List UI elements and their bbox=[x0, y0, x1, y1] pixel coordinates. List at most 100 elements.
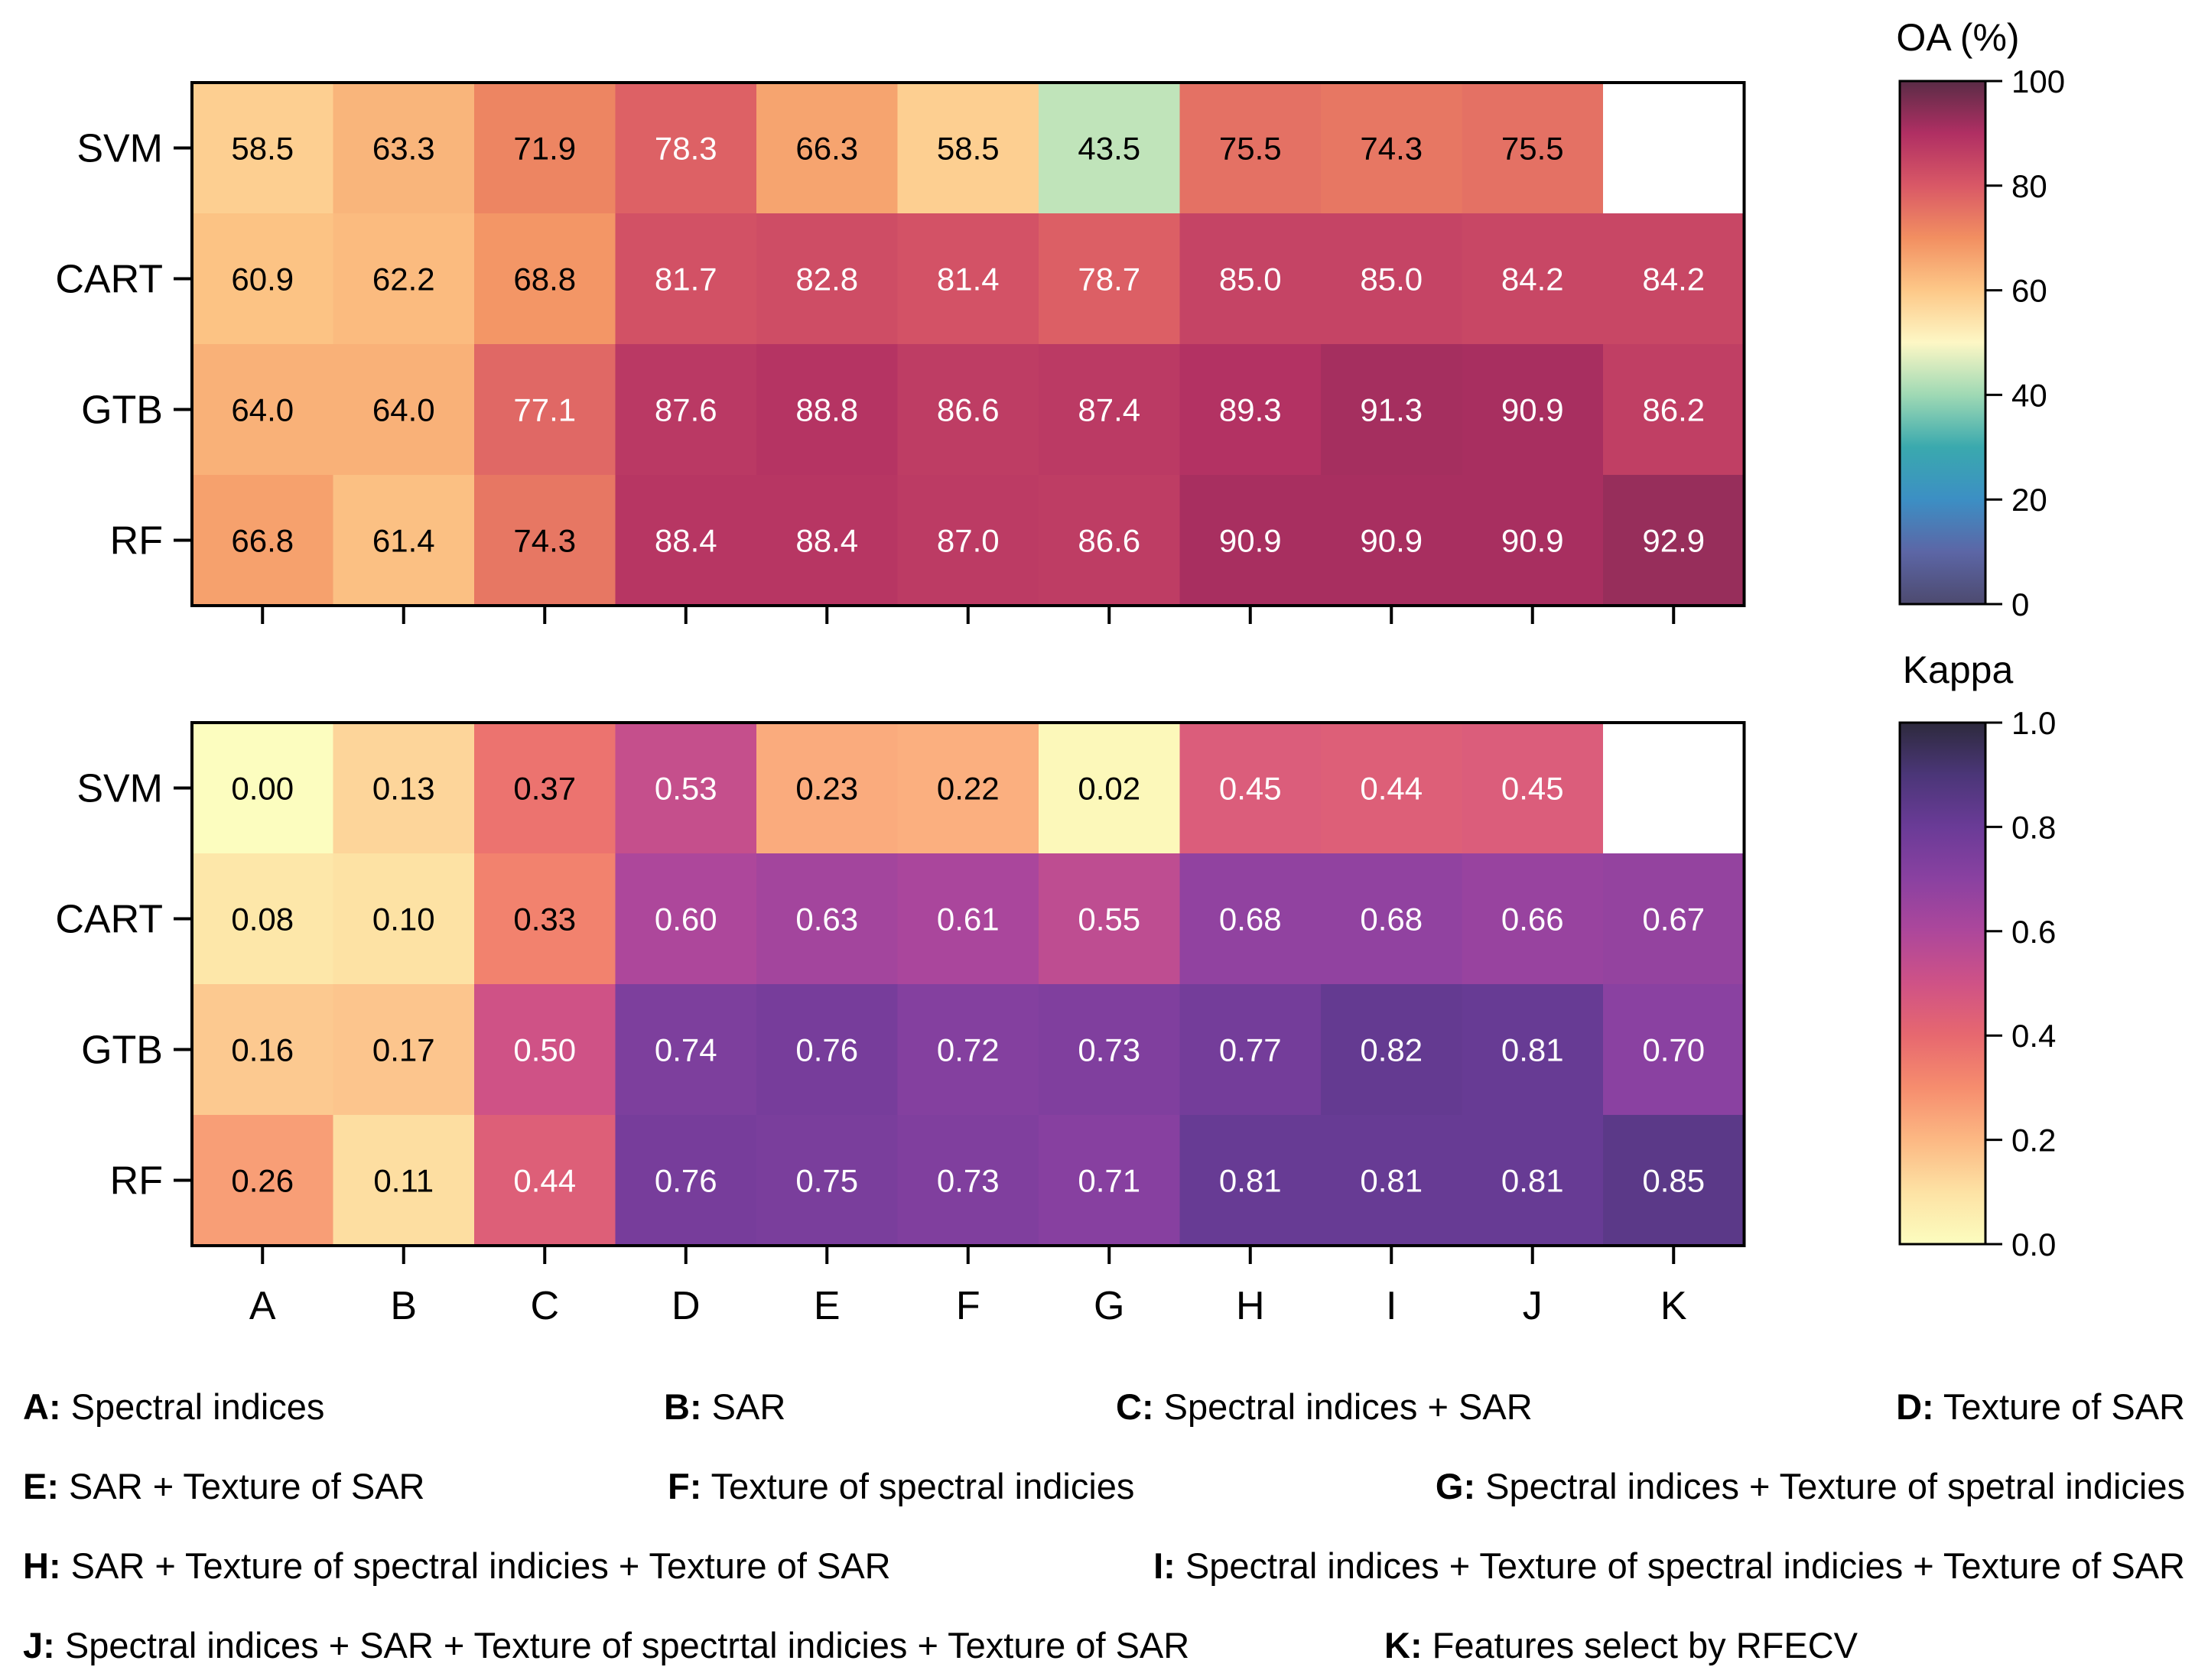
kappa-y-tick-label: GTB bbox=[81, 1028, 163, 1073]
kappa-x-tick-label: F bbox=[956, 1284, 980, 1328]
oa-value-label: 68.8 bbox=[513, 262, 576, 297]
kappa-value-label: 0.45 bbox=[1219, 771, 1282, 807]
oa-value-label: 85.0 bbox=[1219, 262, 1282, 297]
kappa-x-tick-label: I bbox=[1386, 1284, 1397, 1328]
kappa-colorbar-tick-label: 0.4 bbox=[2011, 1018, 2056, 1054]
kappa-value-label: 0.81 bbox=[1501, 1163, 1564, 1199]
oa-colorbar-tick-label: 40 bbox=[2011, 377, 2047, 413]
kappa-value-label: 0.81 bbox=[1360, 1163, 1423, 1199]
kappa-colorbar-tick-label: 0.0 bbox=[2011, 1227, 2056, 1262]
kappa-value-label: 0.55 bbox=[1078, 902, 1140, 937]
kappa-value-label: 0.17 bbox=[372, 1032, 435, 1068]
oa-value-label: 86.2 bbox=[1642, 392, 1705, 428]
kappa-value-label: 0.61 bbox=[937, 902, 1000, 937]
oa-value-label: 66.3 bbox=[795, 131, 858, 167]
kappa-colorbar bbox=[1900, 723, 1985, 1244]
kappa-x-tick-label: A bbox=[249, 1284, 276, 1328]
kappa-x-tick-label: C bbox=[530, 1284, 559, 1328]
kappa-colorbar-tick-label: 1.0 bbox=[2011, 705, 2056, 741]
kappa-value-label: 0.71 bbox=[1078, 1163, 1140, 1199]
kappa-value-label: 0.73 bbox=[937, 1163, 1000, 1199]
kappa-value-label: 0.45 bbox=[1501, 771, 1564, 807]
kappa-value-label: 0.73 bbox=[1078, 1032, 1140, 1068]
oa-value-label: 90.9 bbox=[1501, 392, 1564, 428]
oa-value-label: 78.7 bbox=[1078, 262, 1140, 297]
kappa-colorbar-title: Kappa bbox=[1903, 648, 2014, 691]
oa-value-label: 77.1 bbox=[513, 392, 576, 428]
kappa-x-tick-label: J bbox=[1523, 1284, 1543, 1328]
kappa-value-label: 0.53 bbox=[655, 771, 717, 807]
oa-value-label: 61.4 bbox=[372, 523, 435, 559]
kappa-value-label: 0.81 bbox=[1219, 1163, 1282, 1199]
oa-value-label: 74.3 bbox=[513, 523, 576, 559]
oa-colorbar bbox=[1900, 81, 1985, 604]
kappa-value-label: 0.44 bbox=[513, 1163, 576, 1199]
kappa-value-label: 0.13 bbox=[372, 771, 435, 807]
kappa-x-tick-label: K bbox=[1660, 1284, 1687, 1328]
kappa-value-label: 0.70 bbox=[1642, 1032, 1705, 1068]
oa-value-label: 85.0 bbox=[1360, 262, 1423, 297]
oa-value-label: 82.8 bbox=[795, 262, 858, 297]
kappa-value-label: 0.74 bbox=[655, 1032, 717, 1068]
kappa-x-tick-label: E bbox=[814, 1284, 841, 1328]
kappa-value-label: 0.66 bbox=[1501, 902, 1564, 937]
oa-value-label: 71.9 bbox=[513, 131, 576, 167]
oa-value-label: 75.5 bbox=[1501, 131, 1564, 167]
oa-heatmap-panel: 58.5 63.3 71.9 78.3 66.3 58.5 43.5 75.5 74.3 75.5… bbox=[55, 16, 2065, 624]
kappa-value-label: 0.76 bbox=[795, 1032, 858, 1068]
kappa-y-tick-label: RF bbox=[110, 1159, 163, 1204]
oa-value-label: 91.3 bbox=[1360, 392, 1423, 428]
oa-value-label: 89.3 bbox=[1219, 392, 1282, 428]
kappa-value-label: 0.68 bbox=[1219, 902, 1282, 937]
oa-value-label: 88.8 bbox=[795, 392, 858, 428]
kappa-heatmap-panel: 0.00 0.13 0.37 0.53 0.23 0.22 0.02 0.45 0.44 0.45… bbox=[55, 648, 2056, 1328]
kappa-value-label: 0.82 bbox=[1360, 1032, 1423, 1068]
kappa-value-label: 0.60 bbox=[655, 902, 717, 937]
kappa-value-label: 0.10 bbox=[372, 902, 435, 937]
heatmap-figure: 58.5 63.3 71.9 78.3 66.3 58.5 43.5 75.5 74.3 75.5… bbox=[0, 0, 2208, 1680]
oa-colorbar-tick-label: 20 bbox=[2011, 482, 2047, 518]
oa-value-label: 43.5 bbox=[1078, 131, 1140, 167]
oa-colorbar-tick-label: 80 bbox=[2011, 168, 2047, 204]
kappa-value-label: 0.67 bbox=[1642, 902, 1705, 937]
kappa-colorbar-tick-label: 0.6 bbox=[2011, 914, 2056, 950]
oa-value-label: 78.3 bbox=[655, 131, 717, 167]
kappa-value-label: 0.63 bbox=[795, 902, 858, 937]
kappa-value-label: 0.02 bbox=[1078, 771, 1140, 807]
oa-value-label: 87.4 bbox=[1078, 392, 1140, 428]
oa-colorbar-title: OA (%) bbox=[1896, 16, 2019, 59]
kappa-value-label: 0.50 bbox=[513, 1032, 576, 1068]
oa-colorbar-tick-label: 100 bbox=[2011, 63, 2065, 99]
oa-value-label: 90.9 bbox=[1501, 523, 1564, 559]
oa-cell-svm-k bbox=[1603, 83, 1745, 214]
kappa-value-label: 0.81 bbox=[1501, 1032, 1564, 1068]
oa-y-tick-label: SVM bbox=[76, 127, 163, 171]
oa-value-label: 63.3 bbox=[372, 131, 435, 167]
oa-value-label: 60.9 bbox=[231, 262, 294, 297]
oa-y-tick-label: GTB bbox=[81, 388, 163, 433]
oa-value-label: 58.5 bbox=[937, 131, 1000, 167]
kappa-value-label: 0.77 bbox=[1219, 1032, 1282, 1068]
kappa-value-label: 0.75 bbox=[795, 1163, 858, 1199]
oa-value-label: 90.9 bbox=[1219, 523, 1282, 559]
oa-value-label: 87.0 bbox=[937, 523, 1000, 559]
oa-value-label: 86.6 bbox=[937, 392, 1000, 428]
oa-value-label: 81.7 bbox=[655, 262, 717, 297]
kappa-value-label: 0.76 bbox=[655, 1163, 717, 1199]
kappa-x-tick-label: B bbox=[390, 1284, 417, 1328]
oa-value-label: 58.5 bbox=[231, 131, 294, 167]
oa-value-label: 84.2 bbox=[1642, 262, 1705, 297]
oa-value-label: 64.0 bbox=[372, 392, 435, 428]
oa-colorbar-tick-label: 0 bbox=[2011, 587, 2029, 622]
kappa-x-tick-label: D bbox=[672, 1284, 701, 1328]
kappa-value-label: 0.72 bbox=[937, 1032, 1000, 1068]
kappa-value-label: 0.37 bbox=[513, 771, 576, 807]
oa-y-tick-label: RF bbox=[110, 519, 163, 564]
kappa-value-label: 0.44 bbox=[1360, 771, 1423, 807]
oa-y-tick-label: CART bbox=[55, 258, 163, 302]
kappa-value-label: 0.08 bbox=[231, 902, 294, 937]
kappa-value-label: 0.00 bbox=[231, 771, 294, 807]
oa-value-label: 75.5 bbox=[1219, 131, 1282, 167]
oa-value-label: 92.9 bbox=[1642, 523, 1705, 559]
kappa-colorbar-tick-label: 0.2 bbox=[2011, 1123, 2056, 1158]
